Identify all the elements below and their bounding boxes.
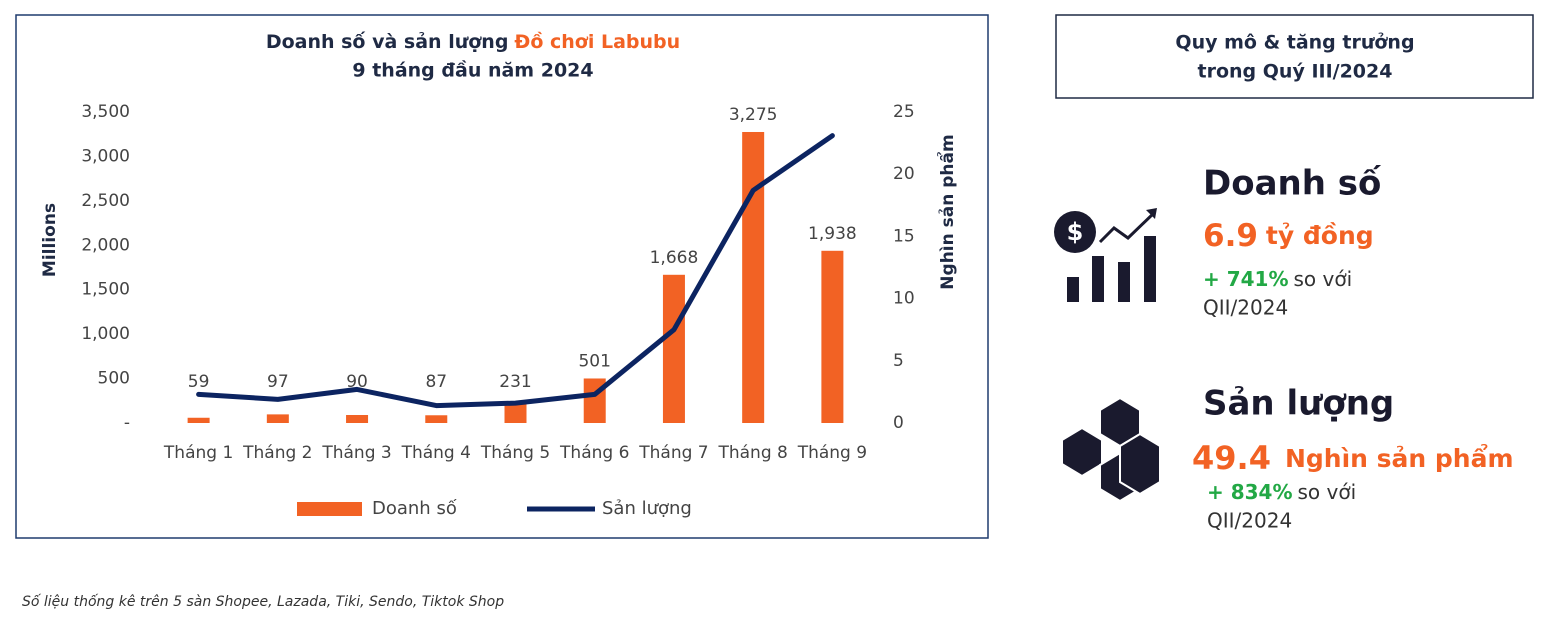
panel-title: Quy mô & tăng trưởng: [1175, 32, 1414, 54]
footnote: Số liệu thống kê trên 5 sàn Shopee, Laza…: [22, 593, 504, 610]
kpi-period: QII/2024: [1207, 509, 1292, 533]
y-tick-label: 3,500: [81, 102, 130, 122]
title-main: Doanh số và sản lượng: [266, 30, 509, 53]
chart-subtitle: 9 tháng đầu năm 2024: [352, 59, 593, 82]
y2-tick-label: 20: [893, 164, 915, 184]
bar: [425, 415, 448, 423]
y-tick-label: -: [124, 413, 130, 433]
legend-label: Sản lượng: [602, 498, 692, 519]
legend-swatch: [297, 502, 362, 516]
kpi-value-line: 49.4 Nghìn sản phẩm: [1192, 439, 1514, 477]
y-tick-label: 1,000: [81, 324, 130, 344]
data-label: 97: [267, 372, 289, 392]
bar: [346, 415, 369, 423]
y-tick-label: 2,000: [81, 235, 130, 255]
x-tick-label: Tháng 4: [401, 443, 471, 463]
data-label: 1,668: [650, 248, 699, 268]
kpi-compare: so với: [1298, 480, 1357, 504]
legend-label: Doanh số: [372, 498, 457, 519]
x-tick-label: Tháng 9: [797, 443, 867, 463]
y-tick-label: 1,500: [81, 280, 130, 300]
kpi-heading: Sản lượng: [1203, 384, 1394, 424]
kpi-value: 49.4: [1192, 439, 1271, 477]
sales-icon: $: [1054, 208, 1157, 302]
y2-tick-label: 10: [893, 289, 915, 309]
data-label: 3,275: [729, 105, 778, 125]
bar: [742, 131, 765, 423]
data-label: 59: [188, 372, 210, 392]
x-tick-label: Tháng 3: [321, 443, 391, 463]
title-highlight: Đồ chơi Labubu: [514, 30, 680, 53]
x-tick-label: Tháng 1: [163, 443, 233, 463]
kpi-value: 6.9: [1203, 218, 1258, 254]
x-tick-label: Tháng 8: [717, 443, 787, 463]
data-label: 231: [499, 372, 531, 392]
kpi-unit: Nghìn sản phẩm: [1285, 443, 1514, 473]
x-tick-label: Tháng 5: [480, 443, 550, 463]
x-tick-label: Tháng 6: [559, 443, 629, 463]
kpi-period: QII/2024: [1203, 296, 1288, 320]
y2-axis-label: Nghìn sản phẩm: [936, 134, 958, 289]
kpi-unit: tỷ đồng: [1266, 221, 1374, 250]
kpi-growth-line: + 741% so với: [1203, 267, 1352, 291]
bar: [187, 417, 210, 423]
y2-tick-label: 15: [893, 226, 915, 246]
y2-tick-label: 0: [893, 413, 904, 433]
chart-title: Doanh số và sản lượng Đồ chơi Labubu: [266, 30, 680, 53]
y2-tick-label: 5: [893, 351, 904, 371]
volume-icon: [1061, 396, 1161, 503]
data-label: 87: [425, 372, 447, 392]
data-label: 90: [346, 372, 368, 392]
x-tick-label: Tháng 2: [242, 443, 312, 463]
data-label: 501: [578, 351, 610, 371]
bar: [821, 250, 844, 423]
kpi-growth: + 741%: [1203, 267, 1289, 291]
kpi-value-line: 6.9 tỷ đồng: [1203, 218, 1374, 254]
y-axis-label: Millions: [40, 203, 60, 277]
kpi-heading: Doanh số: [1203, 164, 1382, 204]
y-tick-label: 500: [98, 369, 130, 389]
panel-title: trong Quý III/2024: [1198, 61, 1393, 83]
y-tick-label: 2,500: [81, 191, 130, 211]
svg-text:$: $: [1067, 218, 1084, 246]
kpi-growth: + 834%: [1207, 480, 1293, 504]
y2-tick-label: 25: [893, 102, 915, 122]
kpi-compare: so với: [1294, 267, 1353, 291]
data-label: 1,938: [808, 224, 857, 244]
x-tick-label: Tháng 7: [638, 443, 708, 463]
y-tick-label: 3,000: [81, 146, 130, 166]
kpi-growth-line: + 834% so với: [1207, 480, 1356, 504]
line: [196, 133, 835, 409]
bar: [662, 274, 685, 423]
chart-frame: [15, 14, 989, 539]
bar: [266, 414, 289, 423]
panel-frame: [1055, 14, 1534, 99]
bar: [504, 402, 527, 423]
